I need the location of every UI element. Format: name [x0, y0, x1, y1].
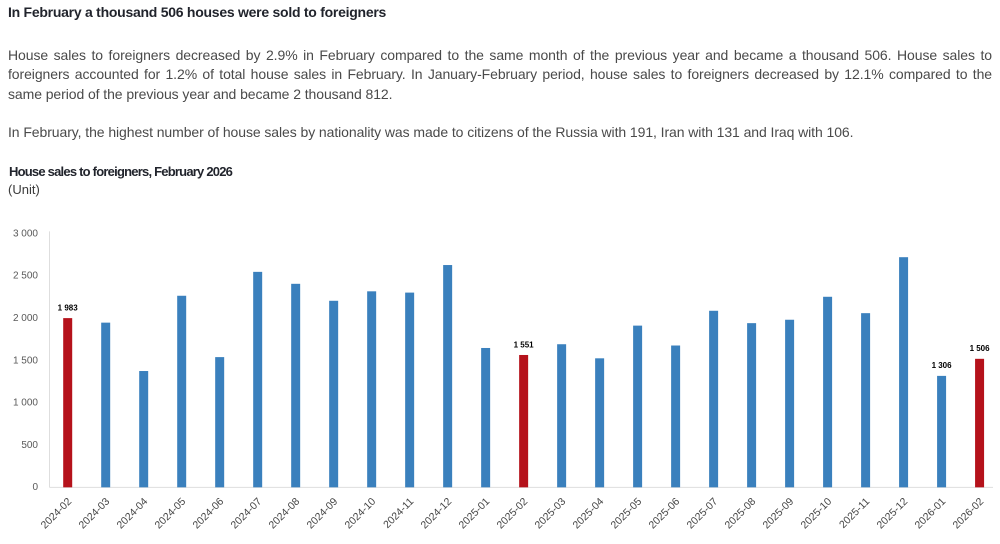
svg-text:2025-05: 2025-05 — [608, 496, 644, 532]
svg-text:2 000: 2 000 — [13, 313, 38, 324]
svg-text:1 551: 1 551 — [514, 340, 535, 349]
svg-text:2025-12: 2025-12 — [874, 496, 910, 532]
svg-text:2026-01: 2026-01 — [912, 496, 948, 532]
svg-text:2025-11: 2025-11 — [837, 496, 872, 531]
svg-text:1 506: 1 506 — [970, 344, 991, 353]
svg-text:1 500: 1 500 — [13, 355, 38, 366]
svg-text:2024-12: 2024-12 — [419, 496, 455, 532]
svg-text:2025-07: 2025-07 — [684, 496, 720, 532]
svg-text:1 306: 1 306 — [932, 361, 953, 370]
svg-text:2026-02: 2026-02 — [950, 496, 986, 532]
svg-text:0: 0 — [32, 482, 38, 493]
svg-text:2025-09: 2025-09 — [760, 496, 796, 532]
svg-text:2025-03: 2025-03 — [533, 496, 569, 532]
svg-text:500: 500 — [21, 440, 38, 451]
svg-text:2024-08: 2024-08 — [267, 496, 303, 532]
svg-text:2025-10: 2025-10 — [798, 496, 834, 532]
svg-text:2025-01: 2025-01 — [457, 496, 493, 532]
svg-text:2025-02: 2025-02 — [495, 496, 531, 532]
svg-text:1 983: 1 983 — [58, 303, 79, 312]
svg-text:1 000: 1 000 — [13, 398, 38, 409]
svg-text:3 000: 3 000 — [13, 228, 38, 239]
svg-text:2 500: 2 500 — [13, 271, 38, 282]
svg-text:2024-06: 2024-06 — [191, 496, 227, 532]
svg-text:2025-04: 2025-04 — [571, 496, 607, 532]
svg-text:2024-03: 2024-03 — [77, 496, 113, 532]
svg-text:2024-07: 2024-07 — [229, 496, 265, 532]
svg-text:2024-04: 2024-04 — [115, 496, 151, 532]
svg-text:2025-08: 2025-08 — [722, 496, 758, 532]
svg-text:2024-02: 2024-02 — [39, 496, 75, 532]
svg-text:2025-06: 2025-06 — [646, 496, 682, 532]
svg-text:2024-05: 2024-05 — [153, 496, 189, 532]
svg-text:2024-09: 2024-09 — [305, 496, 341, 532]
svg-text:2024-10: 2024-10 — [343, 496, 379, 532]
svg-text:2024-11: 2024-11 — [381, 496, 416, 531]
